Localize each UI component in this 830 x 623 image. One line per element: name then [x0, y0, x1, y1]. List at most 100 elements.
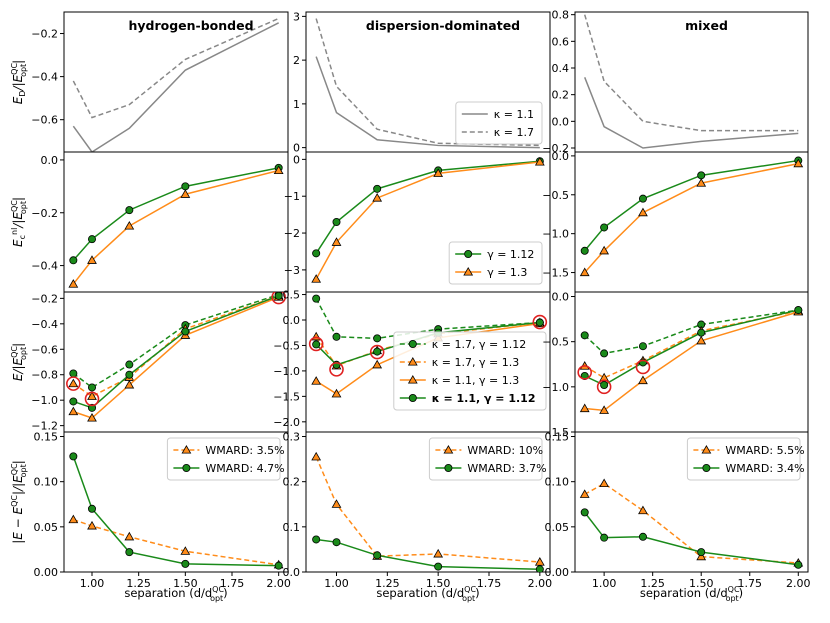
x-tick-label: 2.00	[786, 577, 811, 590]
data-point-w2	[312, 535, 321, 544]
y-tick-label: −2.0	[273, 416, 300, 429]
series-line-k11	[315, 56, 540, 149]
data-point-k17g112	[125, 360, 134, 369]
legend: WMARD: 5.5% WMARD: 3.4%	[686, 437, 805, 481]
data-point-g112	[125, 206, 134, 215]
x-axis-label-part: QC	[212, 585, 224, 594]
x-tick-label: 1.00	[80, 577, 105, 590]
y-tick-label: −1.0	[31, 394, 58, 407]
data-point-w1	[180, 546, 191, 555]
data-point-w1	[124, 531, 135, 541]
y-tick-label: −0.2	[31, 28, 58, 41]
plot-area	[311, 451, 545, 572]
data-point-k11g13	[68, 406, 79, 416]
y-tick-label: 0.0	[41, 154, 59, 167]
y-tick-label: 0.2	[283, 476, 301, 489]
data-point-w2	[638, 532, 647, 541]
x-tick-label: 2.00	[266, 577, 291, 590]
y-tick-label: −0.5	[542, 336, 569, 349]
axes-frame	[574, 11, 809, 153]
data-point-g112	[332, 217, 341, 226]
panel-r3-c1: −1.2 −1.0 −0.8 −0.6 −0.4 −0.2	[31, 291, 289, 436]
highlight-circle	[635, 359, 651, 375]
data-point-k17g112	[88, 383, 97, 392]
data-point-k11g13	[87, 412, 97, 422]
panel-r2-c2: −3 −2 −1 0 γ = 1.12 γ = 1.3	[284, 151, 551, 296]
x-axis-label-part: QC	[464, 585, 476, 594]
y-axis-label-part: |	[11, 60, 25, 64]
data-point-k17g112	[332, 332, 341, 341]
panel-r4-c1: 0.00 0.05 0.10 0.15 1.00 1.25 1.50 1.75 2.00 WMAR…	[34, 431, 291, 590]
data-point-g13	[311, 274, 322, 283]
panel-r2-c3: −1.5 −1.0 −0.5 0.0	[542, 150, 809, 296]
y-tick-label: 0.00	[34, 566, 59, 579]
legend-marker	[464, 249, 473, 258]
panel-r1-c1: −0.6 −0.4 −0.2 hydrogen-bonded	[31, 11, 289, 156]
y-axis-label-part: |	[11, 197, 25, 201]
series-line-w1	[315, 456, 540, 563]
data-point-k11g13	[638, 375, 648, 385]
x-tick-label: 1.50	[689, 577, 714, 590]
data-point-w1	[638, 505, 648, 515]
data-point-k17g112	[638, 342, 647, 351]
data-point-w2	[88, 504, 97, 513]
legend-marker	[444, 463, 453, 472]
y-axis-label-part: /|E	[11, 74, 25, 91]
data-point-k17g112	[600, 349, 609, 358]
legend-label: γ = 1.3	[487, 266, 527, 279]
legend-marker	[702, 463, 711, 472]
y-axis-label-part: QC	[10, 346, 19, 358]
data-point-g13	[534, 156, 545, 166]
data-point-g13	[87, 255, 97, 264]
x-tick-label: 1.25	[375, 577, 400, 590]
series-line-k17	[583, 14, 799, 132]
data-point-g112	[697, 171, 706, 180]
data-point-g13	[638, 207, 648, 217]
legend-box	[686, 437, 801, 481]
x-axis-label-part: separation (d/d	[124, 586, 212, 600]
legend-box	[166, 437, 281, 481]
data-point-k11g13	[124, 379, 135, 389]
legend: WMARD: 3.5% WMARD: 4.7%	[166, 437, 285, 481]
y-axis-label-row-3: E/|EQCopt|	[10, 343, 28, 381]
x-tick-label: 1.50	[173, 577, 198, 590]
y-tick-label: −1.0	[542, 381, 569, 394]
x-tick-label: 2.00	[528, 577, 553, 590]
highlight-circle	[84, 391, 100, 407]
data-point-g112	[600, 223, 609, 232]
y-tick-label: 0.0	[283, 566, 301, 579]
data-point-g13	[599, 245, 610, 255]
column-title: mixed	[685, 18, 728, 33]
legend: κ = 1.1 κ = 1.7	[455, 101, 543, 145]
data-point-k17g112	[69, 369, 78, 378]
data-point-w2	[580, 508, 589, 517]
data-point-k17g13	[68, 378, 79, 388]
axes-frame	[574, 151, 809, 293]
data-point-k11g13	[579, 403, 590, 413]
y-tick-label: 0.0	[552, 291, 570, 304]
legend-box	[393, 331, 547, 411]
x-tick-label: 1.75	[220, 577, 245, 590]
legend-label: WMARD: 3.4%	[725, 462, 804, 475]
legend-label: κ = 1.1, γ = 1.12	[432, 392, 536, 405]
y-axis-label-part: |	[11, 460, 25, 464]
legend-box	[455, 101, 543, 145]
y-tick-label: 3	[293, 10, 300, 23]
legend-box	[448, 241, 543, 285]
y-tick-label: −0.4	[31, 71, 58, 84]
y-tick-label: −0.4	[31, 260, 58, 273]
series-line-k11	[584, 77, 799, 149]
data-point-k11g13	[696, 335, 707, 345]
data-point-w2	[600, 533, 609, 542]
y-axis-label-part: opt	[19, 64, 28, 77]
x-tick-label: 1.75	[477, 577, 502, 590]
x-axis-label-part: )	[739, 586, 744, 600]
data-point-k11g13	[311, 376, 322, 385]
y-axis-label-row-1: ED/|EQCopt|	[10, 60, 28, 104]
y-tick-label: 0.8	[552, 9, 570, 22]
y-axis-label-part: QC	[10, 463, 19, 475]
y-tick-label: 0.10	[34, 476, 59, 489]
y-tick-label: 1	[293, 98, 300, 111]
x-tick-label: 1.50	[426, 577, 451, 590]
